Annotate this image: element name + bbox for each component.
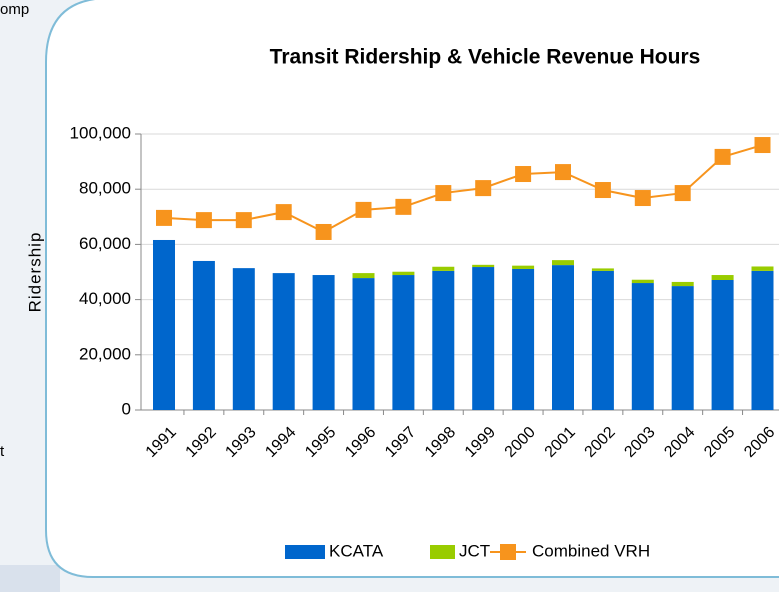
legend-label: JCT bbox=[459, 541, 490, 560]
bar bbox=[472, 267, 495, 410]
bar bbox=[751, 266, 774, 271]
bar bbox=[232, 268, 255, 410]
marker bbox=[555, 164, 571, 181]
background-text: omp bbox=[0, 1, 29, 18]
marker bbox=[275, 204, 292, 221]
background-text: t bbox=[0, 443, 5, 460]
bar bbox=[751, 270, 774, 410]
marker bbox=[594, 182, 611, 199]
background-bar bbox=[0, 565, 60, 592]
legend-label: KCATA bbox=[329, 541, 384, 560]
bar bbox=[312, 275, 335, 410]
bar bbox=[552, 265, 574, 410]
bar bbox=[432, 266, 455, 271]
bar bbox=[711, 275, 734, 281]
bar bbox=[671, 281, 694, 287]
line bbox=[163, 144, 763, 234]
marker bbox=[435, 185, 452, 202]
marker bbox=[515, 166, 532, 183]
bar bbox=[711, 280, 734, 410]
y-tick-label: 0 bbox=[122, 399, 131, 418]
y-axis-label: Ridership bbox=[25, 232, 44, 313]
marker bbox=[156, 209, 172, 226]
marker bbox=[315, 223, 332, 240]
bar bbox=[392, 275, 415, 410]
y-tick-label: 60,000 bbox=[79, 234, 131, 253]
marker bbox=[355, 201, 372, 218]
bar bbox=[591, 268, 614, 271]
marker bbox=[475, 180, 492, 197]
marker bbox=[714, 148, 731, 165]
bar bbox=[352, 273, 375, 279]
bar bbox=[472, 264, 495, 268]
bar bbox=[512, 265, 535, 269]
marker bbox=[754, 137, 771, 154]
bar bbox=[512, 268, 535, 410]
bar bbox=[192, 260, 215, 410]
bar bbox=[552, 260, 574, 266]
legend-swatch bbox=[285, 545, 325, 559]
marker bbox=[235, 212, 252, 229]
chart-title: Transit Ridership & Vehicle Revenue Hour… bbox=[270, 46, 701, 69]
bar bbox=[272, 273, 295, 410]
marker bbox=[634, 190, 651, 207]
marker bbox=[395, 198, 412, 215]
y-tick-label: 100,000 bbox=[70, 123, 131, 142]
legend-label: Combined VRH bbox=[532, 541, 650, 560]
bar bbox=[671, 286, 694, 410]
bar bbox=[432, 270, 455, 410]
legend-swatch bbox=[430, 545, 455, 559]
bar bbox=[153, 239, 175, 410]
bar bbox=[352, 278, 375, 410]
bar bbox=[631, 283, 654, 410]
bar bbox=[392, 271, 415, 276]
y-tick-label: 40,000 bbox=[79, 289, 131, 308]
marker bbox=[674, 185, 691, 202]
y-tick-label: 20,000 bbox=[79, 344, 131, 363]
bar bbox=[631, 279, 654, 284]
legend-swatch bbox=[500, 544, 516, 560]
bar bbox=[591, 270, 614, 410]
y-tick-label: 80,000 bbox=[79, 179, 131, 198]
marker bbox=[195, 212, 212, 229]
